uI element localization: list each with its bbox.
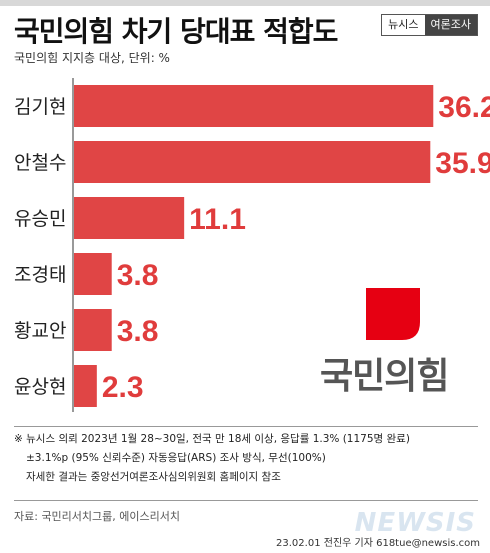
source-divider [14,500,478,501]
category-label: 황교안 [14,320,66,342]
source-text: 자료: 국민리서치그룹, 에이스리서치 [14,510,180,523]
chart-title: 국민의힘 차기 당대표 적합도 [14,15,338,48]
brand-newsis-label: 뉴시스 [382,15,425,35]
category-label: 유승민 [14,208,66,230]
bar-6 [74,365,97,407]
top-rule [0,0,490,6]
survey-notes: ※ 뉴시스 의뢰 2023년 1월 28~30일, 전국 만 18세 이상, 응… [14,430,484,487]
bar-5 [74,309,112,351]
category-label: 안철수 [14,152,66,174]
bar-2 [74,141,431,183]
value-label: 3.8 [117,259,159,292]
party-logo-mark [366,288,420,340]
survey-note-line: ±3.1%p (95% 신뢰수준) 자동응답(ARS) 조사 방식, 무선(10… [26,452,326,464]
category-label: 윤상현 [14,376,66,398]
bar-1 [74,85,434,127]
category-label: 조경태 [14,264,66,286]
category-label: 김기현 [14,96,66,118]
party-logo-text: 국민의힘 [320,356,448,397]
value-label: 3.8 [117,315,159,348]
survey-note-line: ※ 뉴시스 의뢰 2023년 1월 28~30일, 전국 만 18세 이상, 응… [14,433,410,445]
value-label: 35.9 [435,147,490,180]
value-label: 2.3 [102,371,144,404]
newsis-watermark: NEWSIS [354,508,476,538]
value-label: 11.1 [189,203,246,236]
bar-4 [74,253,112,295]
credit-text: 23.02.01 전진우 기자 618tue@newsis.com [276,538,480,549]
bar-3 [74,197,185,239]
chart-subtitle: 국민의힘 지지층 대상, 단위: % [14,51,170,65]
value-label: 36.2 [438,91,490,124]
survey-note-line: 자세한 결과는 중앙선거여론조사심의위원회 홈페이지 참조 [26,471,281,483]
brand-poll-label: 여론조사 [424,15,477,35]
notes-divider [14,426,478,427]
party-logo: 국민의힘 [320,288,449,397]
brand-badge: 뉴시스 여론조사 [381,14,478,36]
